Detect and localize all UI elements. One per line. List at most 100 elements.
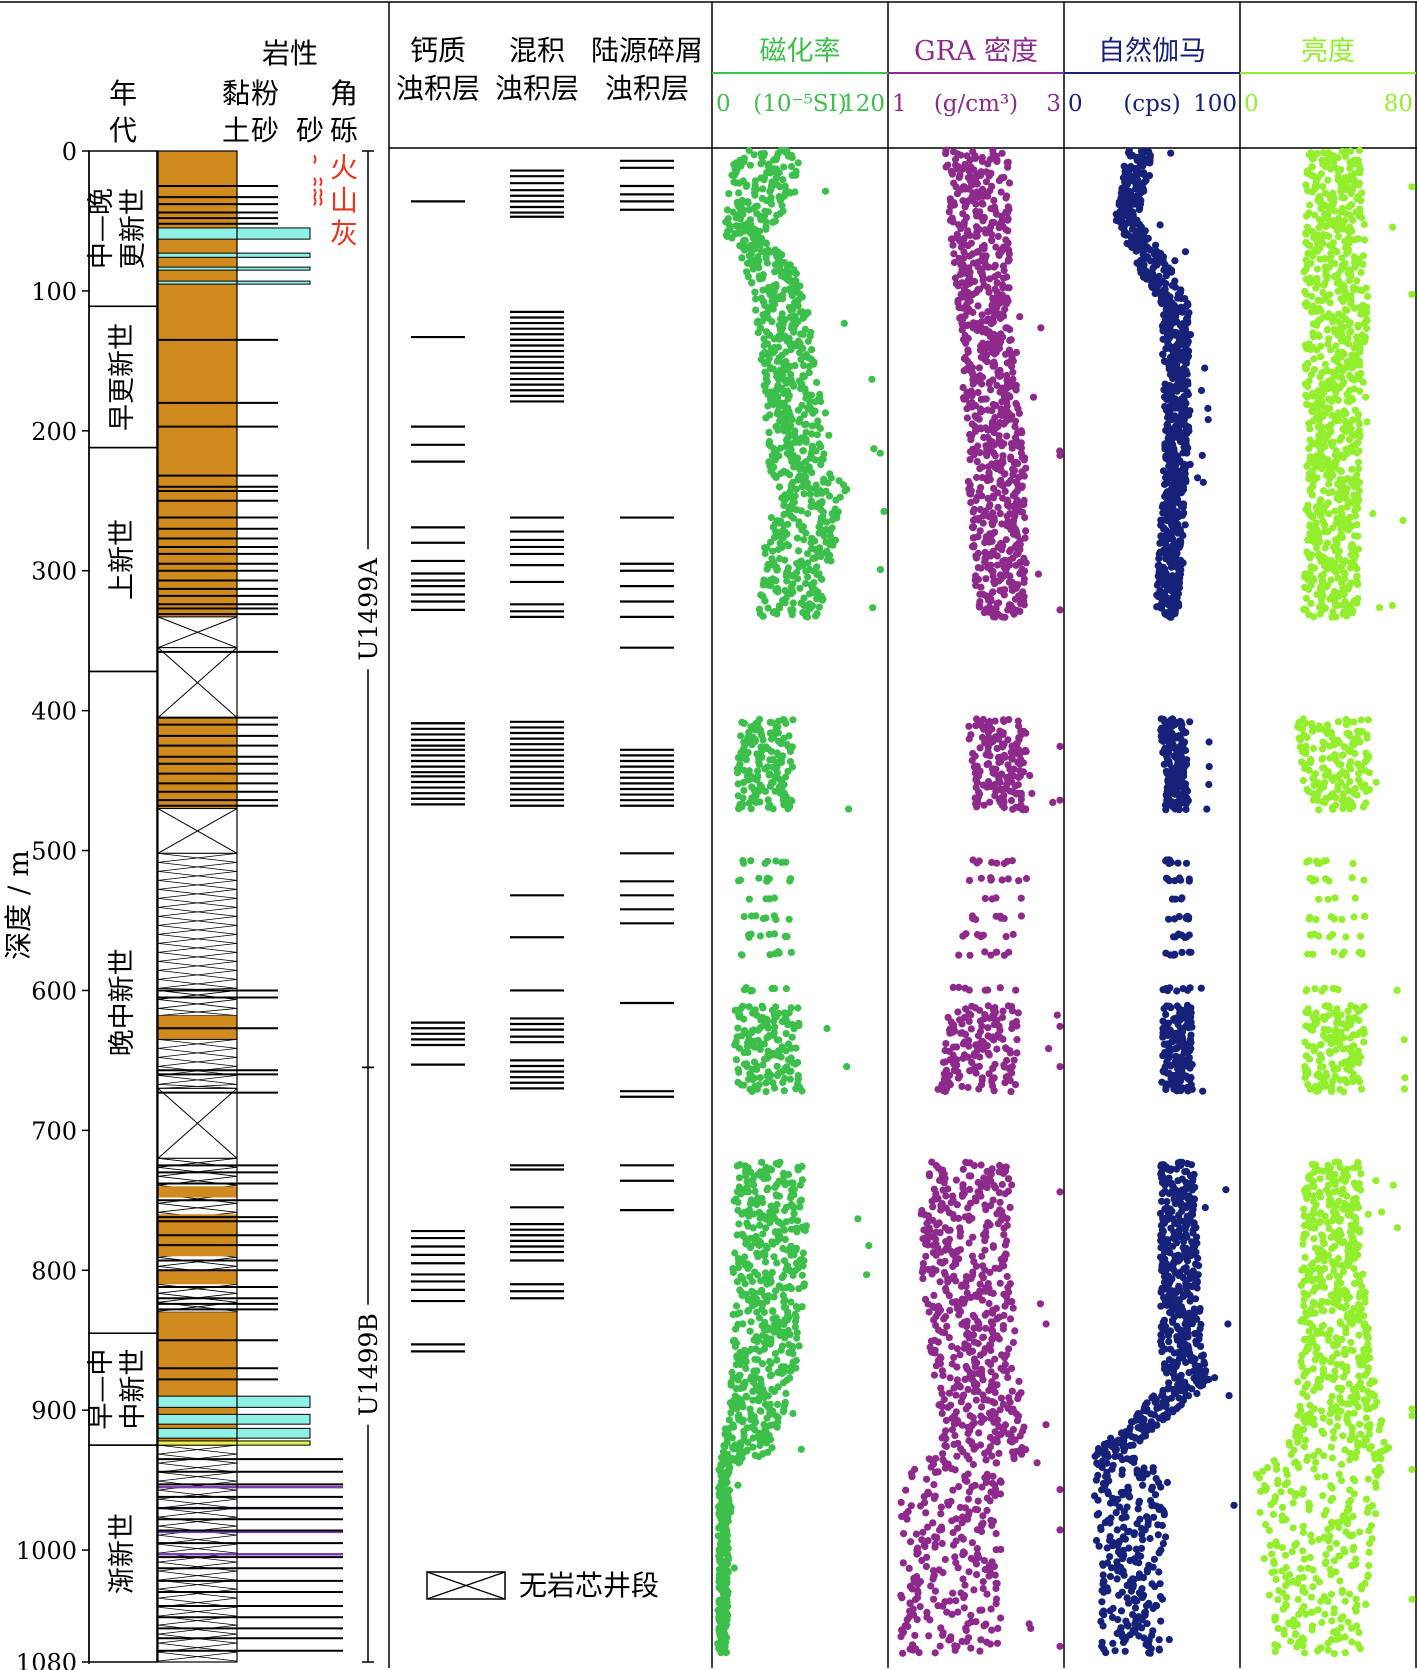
data-point — [772, 915, 780, 924]
data-point — [794, 575, 802, 583]
data-point — [949, 1486, 957, 1494]
data-point — [748, 279, 756, 287]
data-point — [766, 782, 774, 790]
data-point — [972, 1262, 981, 1270]
data-point — [945, 1636, 953, 1644]
data-point — [761, 360, 769, 368]
data-point — [764, 604, 772, 612]
data-point — [971, 154, 980, 162]
data-point — [964, 242, 972, 250]
depth-tick-label: 900 — [31, 1397, 77, 1425]
data-point — [1056, 1526, 1064, 1534]
data-point — [781, 556, 789, 564]
data-point — [974, 193, 982, 201]
data-point — [996, 1198, 1004, 1206]
data-point — [744, 273, 752, 281]
data-point — [975, 1085, 983, 1093]
data-point — [792, 171, 800, 179]
data-point — [1001, 1354, 1009, 1362]
data-point — [989, 1472, 997, 1480]
data-point — [940, 1179, 948, 1187]
data-point — [770, 1017, 778, 1025]
data-point — [976, 1053, 984, 1061]
data-point — [908, 1473, 916, 1481]
data-point — [951, 1553, 959, 1561]
data-point — [809, 408, 817, 416]
data-point — [790, 1203, 798, 1211]
data-point — [777, 272, 786, 280]
data-point — [981, 1246, 989, 1254]
data-point — [985, 1299, 993, 1308]
no-core-cross — [157, 960, 238, 971]
data-point — [1132, 185, 1140, 193]
turbidite-header: 陆源碎屑 — [591, 34, 703, 67]
data-point — [976, 449, 984, 457]
data-point — [773, 1423, 781, 1431]
data-point — [955, 173, 963, 182]
data-point — [965, 1334, 973, 1342]
data-point — [963, 414, 972, 422]
no-core-cross — [157, 1498, 238, 1509]
data-point — [759, 736, 767, 744]
data-point — [803, 550, 812, 558]
data-point — [1011, 1081, 1020, 1089]
data-point — [949, 1262, 957, 1271]
data-point — [986, 1497, 994, 1505]
data-point — [982, 1456, 990, 1464]
data-point — [987, 386, 995, 394]
data-point — [1056, 742, 1064, 751]
data-point — [1010, 610, 1018, 618]
data-point — [743, 1177, 751, 1186]
depth-tick-label: 700 — [31, 1117, 77, 1145]
data-point — [1008, 444, 1016, 452]
data-point — [959, 1551, 967, 1559]
data-point — [758, 1360, 767, 1368]
data-point — [823, 518, 831, 526]
data-point — [960, 1604, 968, 1612]
depth-tick-label: 600 — [31, 977, 77, 1005]
data-point — [964, 1495, 973, 1503]
data-point — [1159, 350, 1167, 358]
data-point — [1126, 152, 1134, 160]
data-point — [965, 1216, 973, 1224]
data-point — [976, 1280, 984, 1288]
data-point — [1022, 527, 1030, 535]
data-point — [769, 1307, 777, 1315]
data-point — [754, 767, 762, 775]
data-point — [928, 1348, 936, 1356]
data-point — [897, 1498, 905, 1506]
no-core-cross — [157, 1444, 238, 1455]
no-core-cross — [157, 1039, 238, 1049]
data-point — [973, 458, 981, 466]
depth-tick-label: 0 — [62, 138, 77, 166]
data-point — [1139, 162, 1147, 170]
data-point — [944, 1278, 952, 1286]
grain-size-label: 土 — [222, 114, 250, 147]
data-point — [999, 1325, 1008, 1333]
data-point — [994, 1220, 1002, 1228]
data-point — [979, 1512, 987, 1520]
data-point — [924, 1537, 932, 1545]
data-point — [936, 1278, 944, 1286]
data-point — [1005, 250, 1013, 258]
curve-scale-max: 100 — [1193, 91, 1237, 117]
data-point — [982, 1206, 990, 1214]
data-point — [988, 895, 996, 903]
data-point — [939, 1569, 947, 1577]
curve-scale-max: 3 — [1046, 91, 1061, 117]
data-point — [994, 232, 1002, 240]
data-point — [767, 747, 775, 756]
data-point — [985, 1386, 993, 1394]
data-point — [865, 1242, 873, 1250]
data-point — [1000, 859, 1008, 868]
data-point — [760, 381, 768, 390]
data-point — [769, 547, 777, 555]
data-point — [763, 877, 771, 885]
data-point — [725, 1416, 734, 1424]
data-point — [986, 275, 994, 283]
data-point — [968, 523, 977, 531]
data-point — [965, 1455, 973, 1463]
data-point — [990, 1036, 998, 1044]
data-point — [978, 1403, 986, 1411]
data-point — [962, 1626, 970, 1635]
